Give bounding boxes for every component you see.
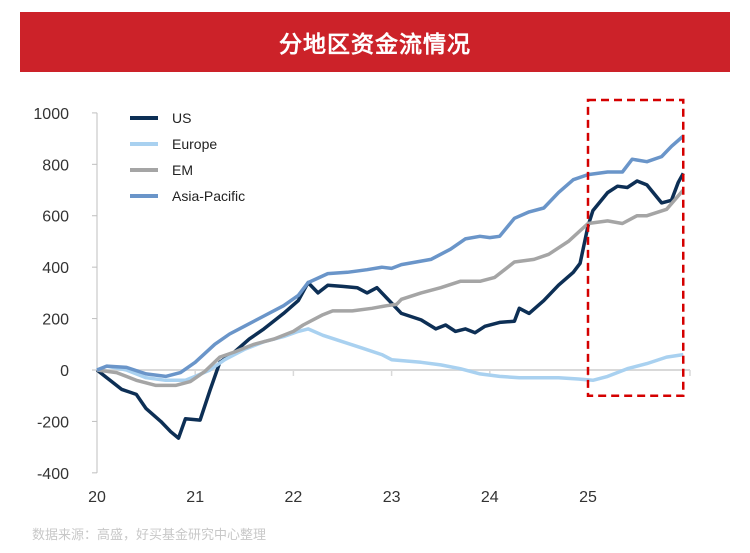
chart-title-banner: 分地区资金流情况 (20, 12, 730, 72)
axes: 1000 800 600 400 200 0 -200 -400 20 21 22 23 24 25 (33, 106, 691, 506)
legend: US Europe EM Asia-Pacific (130, 110, 245, 204)
chart-title: 分地区资金流情况 (279, 32, 471, 58)
series-line-em (96, 188, 685, 388)
legend-label: US (172, 110, 191, 126)
y-tick-label: -400 (37, 466, 69, 483)
series-lines (95, 98, 685, 440)
series-line-asia-pacific (96, 134, 685, 379)
legend-label: Asia-Pacific (172, 188, 245, 204)
x-tick-label: 22 (285, 489, 303, 506)
legend-label: Europe (172, 136, 217, 152)
x-tick-label: 21 (186, 489, 204, 506)
y-tick-label: 200 (42, 312, 69, 329)
highlight-box (586, 98, 685, 397)
y-tick-label: 1000 (33, 106, 69, 123)
x-tick-label: 24 (481, 489, 499, 506)
legend-label: EM (172, 162, 193, 178)
y-tick-label: 0 (60, 363, 69, 380)
series-line-europe (96, 327, 684, 383)
y-tick-label: -200 (37, 414, 69, 431)
y-tick-label: 800 (42, 157, 69, 174)
x-tick-label: 23 (383, 489, 401, 506)
source-note: 数据来源：高盛，好买基金研究中心整理 (32, 528, 267, 543)
series-line-us (95, 172, 685, 440)
x-tick-label: 25 (579, 489, 597, 506)
y-tick-label: 400 (42, 260, 69, 277)
x-tick-label: 20 (88, 489, 106, 506)
y-tick-label: 600 (42, 209, 69, 226)
